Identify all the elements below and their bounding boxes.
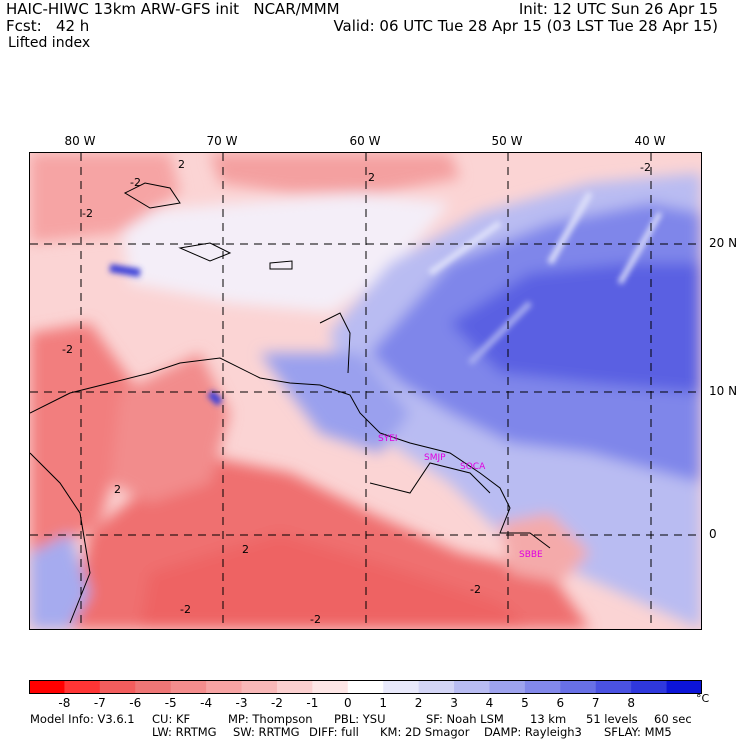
colorbar-unit: °C: [696, 692, 710, 705]
colorbar-swatch: [29, 680, 65, 694]
colorbar-tick-label: -1: [306, 696, 319, 710]
model-info-diff: DIFF: full: [309, 725, 359, 739]
model-title: HAIC-HIWC 13km ARW-GFS init: [6, 0, 240, 18]
colorbar-tick-label: -5: [164, 696, 177, 710]
colorbar-tick-label: -7: [93, 696, 106, 710]
lon-label-70w: 70 W: [206, 134, 238, 148]
colorbar-tick-label: -4: [200, 696, 213, 710]
map-canvas: 2 -2 2 -2 2 -2 -2 2 -2 -2 -2 SYEI SMJP S…: [30, 153, 701, 629]
map-panel: 2 -2 2 -2 2 -2 -2 2 -2 -2 -2 SYEI SMJP S…: [29, 152, 702, 630]
contour-label: 2: [178, 158, 185, 171]
colorbar-tick-label: 3: [450, 696, 458, 710]
model-info-damp: DAMP: Rayleigh3: [484, 725, 582, 739]
model-info-sw: SW: RRTMG: [233, 725, 300, 739]
lat-label-10n: 10 N: [709, 384, 738, 398]
station-soca: SOCA: [460, 462, 486, 472]
contour-label: -2: [310, 613, 321, 626]
colorbar-swatch: [170, 680, 207, 694]
model-info-mp: MP: Thompson: [228, 712, 313, 726]
colorbar-tick-label: 2: [414, 696, 423, 710]
org-label: NCAR/MMM: [253, 0, 340, 18]
colorbar-tick-label: 0: [343, 696, 352, 710]
colorbar-border: [29, 680, 702, 694]
header-right: Init: 12 UTC Sun 26 Apr 15 Valid: 06 UTC …: [333, 1, 718, 35]
fcst-value: 42 h: [55, 17, 90, 35]
colorbar-tick-label: 6: [556, 696, 565, 710]
init-time: Init: 12 UTC Sun 26 Apr 15: [518, 0, 718, 18]
colorbar-swatch: [206, 680, 243, 694]
colorbar-swatch: [595, 680, 632, 694]
contour-label: -2: [82, 207, 93, 220]
colorbar-swatch: [347, 680, 384, 694]
colorbar-swatch: [135, 680, 172, 694]
colorbar-tick-label: 4: [485, 696, 494, 710]
lon-label-40w: 40 W: [634, 134, 666, 148]
contour-label: 2: [114, 483, 121, 496]
field-streaks: [109, 191, 663, 406]
coast-lesser-antilles: [319, 312, 351, 374]
contour-label: -2: [640, 161, 651, 174]
lifted-index-field: [30, 153, 701, 629]
lat-label-eq: 0: [709, 527, 717, 541]
colorbar-swatch: [241, 680, 278, 694]
valid-time: Valid: 06 UTC Tue 28 Apr 15 (03 LST Tue …: [333, 17, 718, 35]
border-guianas: [369, 462, 491, 494]
model-info-res: 13 km: [530, 712, 567, 726]
field-name: Lifted index: [8, 35, 91, 51]
model-info-sflay: SFLAY: MM5: [604, 725, 672, 739]
station-smjp: SMJP: [424, 453, 446, 463]
colorbar-swatch: [524, 680, 561, 694]
colorbar-swatch: [666, 680, 702, 694]
lon-label-80w: 80 W: [64, 134, 96, 148]
colorbar-tick-label: 5: [521, 696, 529, 710]
colorbar-swatch: [560, 680, 597, 694]
lon-label-60w: 60 W: [349, 134, 381, 148]
colorbar-swatch: [631, 680, 668, 694]
contour-label: 2: [368, 171, 375, 184]
lat-lon-grid: [30, 153, 701, 629]
colorbar-tick-label: -8: [58, 696, 71, 710]
coast-cuba: [123, 182, 181, 209]
fcst-label: Fcst:: [6, 17, 42, 35]
coast-puerto-rico: [269, 260, 293, 270]
colorbar-swatch: [418, 680, 455, 694]
contour-label: -2: [62, 343, 73, 356]
contour-label: 2: [242, 543, 249, 556]
lon-label-50w: 50 W: [491, 134, 523, 148]
model-info-cu: CU: KF: [152, 712, 191, 726]
colorbar-swatch: [383, 680, 420, 694]
contour-label: -2: [470, 583, 481, 596]
model-info-step: 60 sec: [654, 712, 692, 726]
colorbar: [29, 680, 702, 694]
colorbar-swatch: [64, 680, 101, 694]
colorbar-swatch: [454, 680, 490, 694]
colorbar-tick-label: -3: [235, 696, 248, 710]
model-info-levels: 51 levels: [586, 712, 638, 726]
colorbar-swatch: [99, 680, 136, 694]
colorbar-tick-label: 1: [379, 696, 388, 710]
colorbar-tick-label: 7: [591, 696, 600, 710]
lat-label-20n: 20 N: [709, 236, 738, 250]
header-left: HAIC-HIWC 13km ARW-GFS init NCAR/MMM Fcst…: [6, 1, 340, 35]
contour-label: -2: [180, 603, 191, 616]
coast-hispaniola: [178, 242, 232, 262]
model-info-km: KM: 2D Smagor: [380, 725, 470, 739]
station-syei: SYEI: [378, 434, 398, 444]
colorbar-swatch: [312, 680, 349, 694]
colorbar-tick-label: -2: [270, 696, 283, 710]
contour-label: -2: [130, 176, 141, 189]
colorbar-swatch: [489, 680, 526, 694]
model-info-pbl: PBL: YSU: [334, 712, 386, 726]
model-info-sf: SF: Noah LSM: [426, 712, 504, 726]
colorbar-swatch: [276, 680, 313, 694]
model-info-lw: LW: RRTMG: [152, 725, 217, 739]
model-info-version: Model Info: V3.6.1: [30, 712, 135, 726]
coast-pacific: [30, 452, 91, 624]
station-sbbe: SBBE: [519, 550, 543, 560]
colorbar-tick-label: -6: [129, 696, 142, 710]
colorbar-tick-label: 8: [627, 696, 635, 710]
